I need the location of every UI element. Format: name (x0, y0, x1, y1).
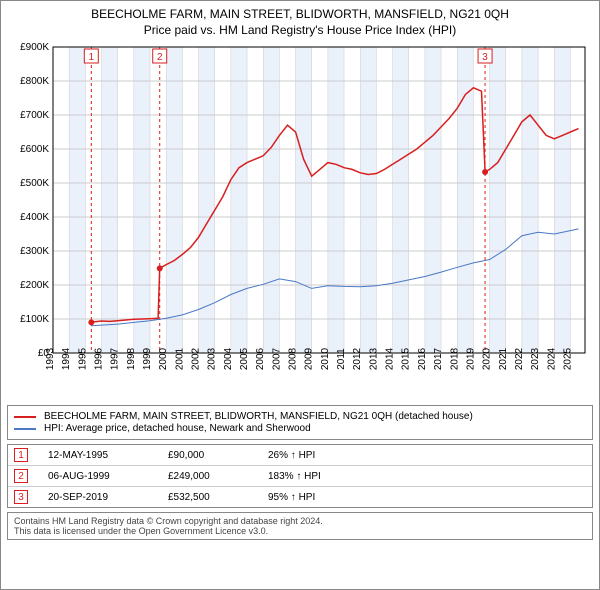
svg-text:2008: 2008 (288, 347, 299, 370)
svg-text:2020: 2020 (482, 347, 493, 370)
titles: BEECHOLME FARM, MAIN STREET, BLIDWORTH, … (7, 7, 593, 41)
svg-text:2025: 2025 (562, 347, 573, 370)
svg-text:2001: 2001 (174, 347, 185, 370)
marker-price: £532,500 (168, 492, 248, 503)
legend-swatch (14, 416, 36, 418)
svg-text:2003: 2003 (207, 347, 218, 370)
legend-label: BEECHOLME FARM, MAIN STREET, BLIDWORTH, … (44, 411, 473, 422)
svg-text:1999: 1999 (142, 347, 153, 370)
svg-text:2000: 2000 (158, 347, 169, 370)
svg-text:2016: 2016 (417, 347, 428, 370)
svg-text:£100K: £100K (20, 314, 49, 325)
svg-text:2014: 2014 (385, 347, 396, 370)
marker-price: £90,000 (168, 450, 248, 461)
marker-row: 2 06-AUG-1999 £249,000 183% ↑ HPI (8, 466, 592, 487)
svg-text:2007: 2007 (271, 347, 282, 370)
title-line-2: Price paid vs. HM Land Registry's House … (7, 23, 593, 37)
svg-text:2017: 2017 (433, 347, 444, 370)
marker-date: 20-SEP-2019 (48, 492, 148, 503)
marker-pct: 183% ↑ HPI (268, 471, 321, 482)
chart-svg: £0£100K£200K£300K£400K£500K£600K£700K£80… (7, 41, 591, 401)
svg-text:£400K: £400K (20, 212, 49, 223)
marker-row: 1 12-MAY-1995 £90,000 26% ↑ HPI (8, 445, 592, 466)
svg-text:2021: 2021 (498, 347, 509, 370)
svg-text:3: 3 (482, 52, 488, 63)
legend-row: HPI: Average price, detached house, Newa… (14, 423, 586, 434)
svg-text:2023: 2023 (530, 347, 541, 370)
svg-text:£600K: £600K (20, 144, 49, 155)
svg-text:2018: 2018 (449, 347, 460, 370)
marker-date: 06-AUG-1999 (48, 471, 148, 482)
title-line-1: BEECHOLME FARM, MAIN STREET, BLIDWORTH, … (7, 7, 593, 21)
svg-text:2011: 2011 (336, 348, 347, 370)
marker-pct: 95% ↑ HPI (268, 492, 315, 503)
svg-text:2004: 2004 (223, 347, 234, 370)
chart-frame: BEECHOLME FARM, MAIN STREET, BLIDWORTH, … (0, 0, 600, 590)
svg-text:1996: 1996 (94, 347, 105, 370)
chart: £0£100K£200K£300K£400K£500K£600K£700K£80… (7, 41, 593, 401)
svg-text:£500K: £500K (20, 178, 49, 189)
svg-text:£800K: £800K (20, 76, 49, 87)
svg-text:1993: 1993 (45, 347, 56, 370)
marker-row: 3 20-SEP-2019 £532,500 95% ↑ HPI (8, 487, 592, 507)
legend: BEECHOLME FARM, MAIN STREET, BLIDWORTH, … (7, 405, 593, 440)
svg-text:2005: 2005 (239, 347, 250, 370)
legend-label: HPI: Average price, detached house, Newa… (44, 423, 311, 434)
svg-text:2: 2 (157, 52, 163, 63)
footer-line-1: Contains HM Land Registry data © Crown c… (14, 516, 586, 526)
footer: Contains HM Land Registry data © Crown c… (7, 512, 593, 540)
svg-text:2015: 2015 (401, 347, 412, 370)
svg-text:1997: 1997 (110, 347, 121, 370)
marker-badge: 1 (14, 448, 28, 462)
svg-text:2022: 2022 (514, 347, 525, 370)
svg-text:£900K: £900K (20, 42, 49, 53)
svg-text:2006: 2006 (255, 347, 266, 370)
svg-text:£300K: £300K (20, 246, 49, 257)
svg-text:2013: 2013 (368, 347, 379, 370)
svg-text:2024: 2024 (546, 347, 557, 370)
marker-badge: 3 (14, 490, 28, 504)
svg-text:1998: 1998 (126, 347, 137, 370)
svg-text:2019: 2019 (465, 347, 476, 370)
marker-badge: 2 (14, 469, 28, 483)
svg-text:£200K: £200K (20, 280, 49, 291)
marker-table: 1 12-MAY-1995 £90,000 26% ↑ HPI 2 06-AUG-1999… (7, 444, 593, 508)
marker-price: £249,000 (168, 471, 248, 482)
footer-line-2: This data is licensed under the Open Gov… (14, 526, 586, 536)
svg-text:2012: 2012 (352, 347, 363, 370)
marker-date: 12-MAY-1995 (48, 450, 148, 461)
svg-text:1995: 1995 (77, 347, 88, 370)
svg-text:1: 1 (89, 52, 95, 63)
legend-row: BEECHOLME FARM, MAIN STREET, BLIDWORTH, … (14, 411, 586, 422)
svg-text:1994: 1994 (61, 347, 72, 370)
legend-swatch (14, 428, 36, 430)
svg-text:2010: 2010 (320, 347, 331, 370)
marker-pct: 26% ↑ HPI (268, 450, 315, 461)
svg-text:£700K: £700K (20, 110, 49, 121)
svg-text:2009: 2009 (304, 347, 315, 370)
svg-text:2002: 2002 (191, 347, 202, 370)
